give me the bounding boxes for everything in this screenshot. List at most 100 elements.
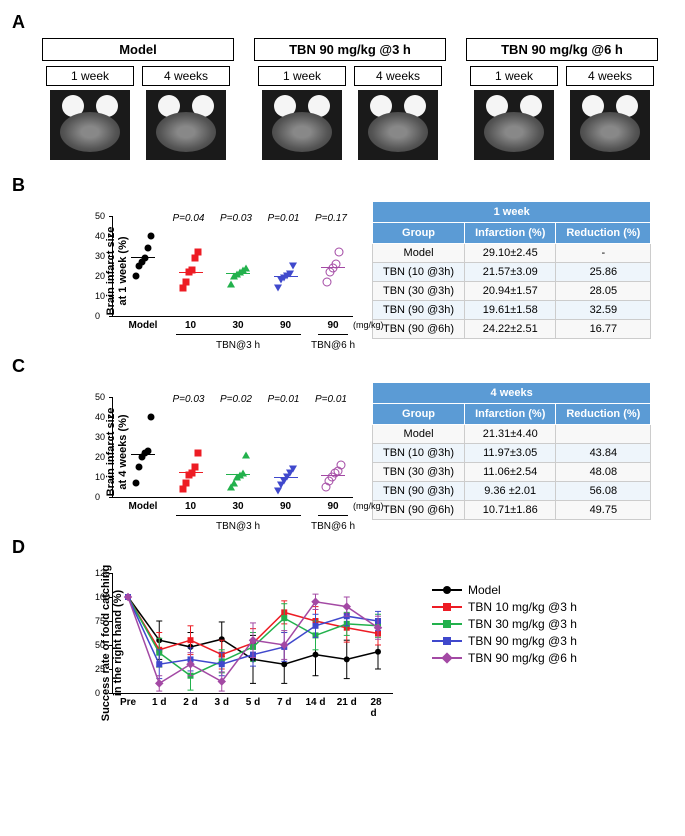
table-cell [556,425,651,444]
y-tick: 10 [95,291,105,301]
legend-item: TBN 90 mg/kg @6 h [432,651,577,665]
group-header: TBN 90 mg/kg @3 h [254,38,446,61]
table-cell: 11.06±2.54 [465,463,556,482]
time-header: 1 week [258,66,346,86]
table-cell: 56.08 [556,482,651,501]
table-header: Group [373,223,465,244]
panel-d-legend: ModelTBN 10 mg/kg @3 hTBN 30 mg/kg @3 hT… [432,583,577,668]
x-group-label: TBN@3 h [216,521,260,532]
table-header: Reduction (%) [556,223,651,244]
y-tick: 20 [95,271,105,281]
table-cell: 20.94±1.57 [465,282,556,301]
y-tick: 30 [95,432,105,442]
x-tick-label: 3 d [215,697,229,708]
median-line [321,267,345,269]
table-header: Infarction (%) [465,223,556,244]
panel-d-label: D [12,537,673,558]
table-row: TBN (90 @3h)9.36 ±2.0156.08 [373,482,651,501]
data-point [132,273,139,280]
x-tick-label: 28 d [371,697,386,719]
time-header: 4 weeks [566,66,654,86]
data-point [132,480,139,487]
table-cell: Model [373,425,465,444]
panel-b-chart: Brain infarct sizeat 1 week (%)010203040… [42,201,342,341]
panel-d-content: Success rate of food catchingin the righ… [42,563,673,723]
time-header: 1 week [46,66,134,86]
panel-a: A Model1 week4 weeksTBN 90 mg/kg @3 h1 w… [12,12,673,160]
panel-b-label: B [12,175,673,196]
table-header: Reduction (%) [556,404,651,425]
table-cell: Model [373,244,465,263]
legend-label: TBN 90 mg/kg @6 h [468,651,577,665]
legend-label: TBN 30 mg/kg @3 h [468,617,577,631]
table-cell: 19.61±1.58 [465,301,556,320]
panel-c-table: 4 weeksGroupInfarction (%)Reduction (%) M… [372,382,651,520]
table-row: TBN (30 @3h)20.94±1.5728.05 [373,282,651,301]
table-cell: 16.77 [556,320,651,339]
data-point [335,248,344,257]
p-value-label: P=0.01 [268,213,300,224]
legend-item: Model [432,583,577,597]
table-cell: TBN (90 @6h) [373,501,465,520]
y-tick: 0 [95,311,100,321]
mri-image [474,90,554,160]
x-tick-label: 14 d [305,697,325,708]
x-tick-label: 21 d [337,697,357,708]
table-cell: TBN (90 @6h) [373,320,465,339]
panel-a-content: Model1 week4 weeks TBN 90 mg/kg @3 h 1 wee… [42,38,673,160]
table-cell: 11.97±3.05 [465,444,556,463]
x-tick-label: 30 [232,320,243,331]
data-point [289,466,297,473]
panel-b-content: Brain infarct sizeat 1 week (%)010203040… [42,201,673,341]
y-tick: 50 [95,211,105,221]
mri-group: TBN 90 mg/kg @6 h1 week4 weeks [466,38,658,160]
x-tick-label: 90 [280,501,291,512]
p-value-label: P=0.04 [173,213,205,224]
table-cell: 28.05 [556,282,651,301]
data-point [274,285,282,292]
median-line [226,273,250,275]
data-point [242,265,250,272]
data-point [242,452,250,459]
legend-label: Model [468,583,501,597]
data-point [180,486,187,493]
table-cell: 21.57±3.09 [465,263,556,282]
data-point [147,233,154,240]
x-tick-label: Model [129,501,158,512]
median-line [179,472,203,474]
mri-image [262,90,342,160]
table-title: 4 weeks [373,383,651,404]
data-point [336,461,345,470]
data-point [195,450,202,457]
panel-c-label: C [12,356,673,377]
table-cell: TBN (10 @3h) [373,444,465,463]
mri-image [50,90,130,160]
data-point [135,464,142,471]
table-row: TBN (10 @3h)11.97±3.0543.84 [373,444,651,463]
y-tick: 25 [95,664,105,674]
legend-item: TBN 90 mg/kg @3 h [432,634,577,648]
p-value-label: P=0.02 [220,394,252,405]
y-tick: 50 [95,392,105,402]
y-tick: 100 [95,592,110,602]
time-header: 1 week [470,66,558,86]
mri-group: Model1 week4 weeks [42,38,234,160]
data-point [323,278,332,287]
table-cell: TBN (90 @3h) [373,482,465,501]
x-tick-label: 90 [327,501,338,512]
table-header: Infarction (%) [465,404,556,425]
panel-b: B Brain infarct sizeat 1 week (%)0102030… [12,175,673,341]
mg-label: (mg/kg) [353,320,384,330]
x-tick-label: 90 [327,320,338,331]
x-tick-label: 90 [280,320,291,331]
x-tick-label: Model [129,320,158,331]
mri-group: TBN 90 mg/kg @3 h 1 week 4 weeks [254,38,446,160]
p-value-label: P=0.01 [268,394,300,405]
x-tick-label: 7 d [277,697,291,708]
median-line [274,477,298,479]
table-cell: TBN (30 @3h) [373,463,465,482]
table-header: Group [373,404,465,425]
time-header: 4 weeks [354,66,442,86]
y-tick: 75 [95,616,105,626]
panel-b-table: 1 weekGroupInfarction (%)Reduction (%)Mo… [372,201,651,339]
